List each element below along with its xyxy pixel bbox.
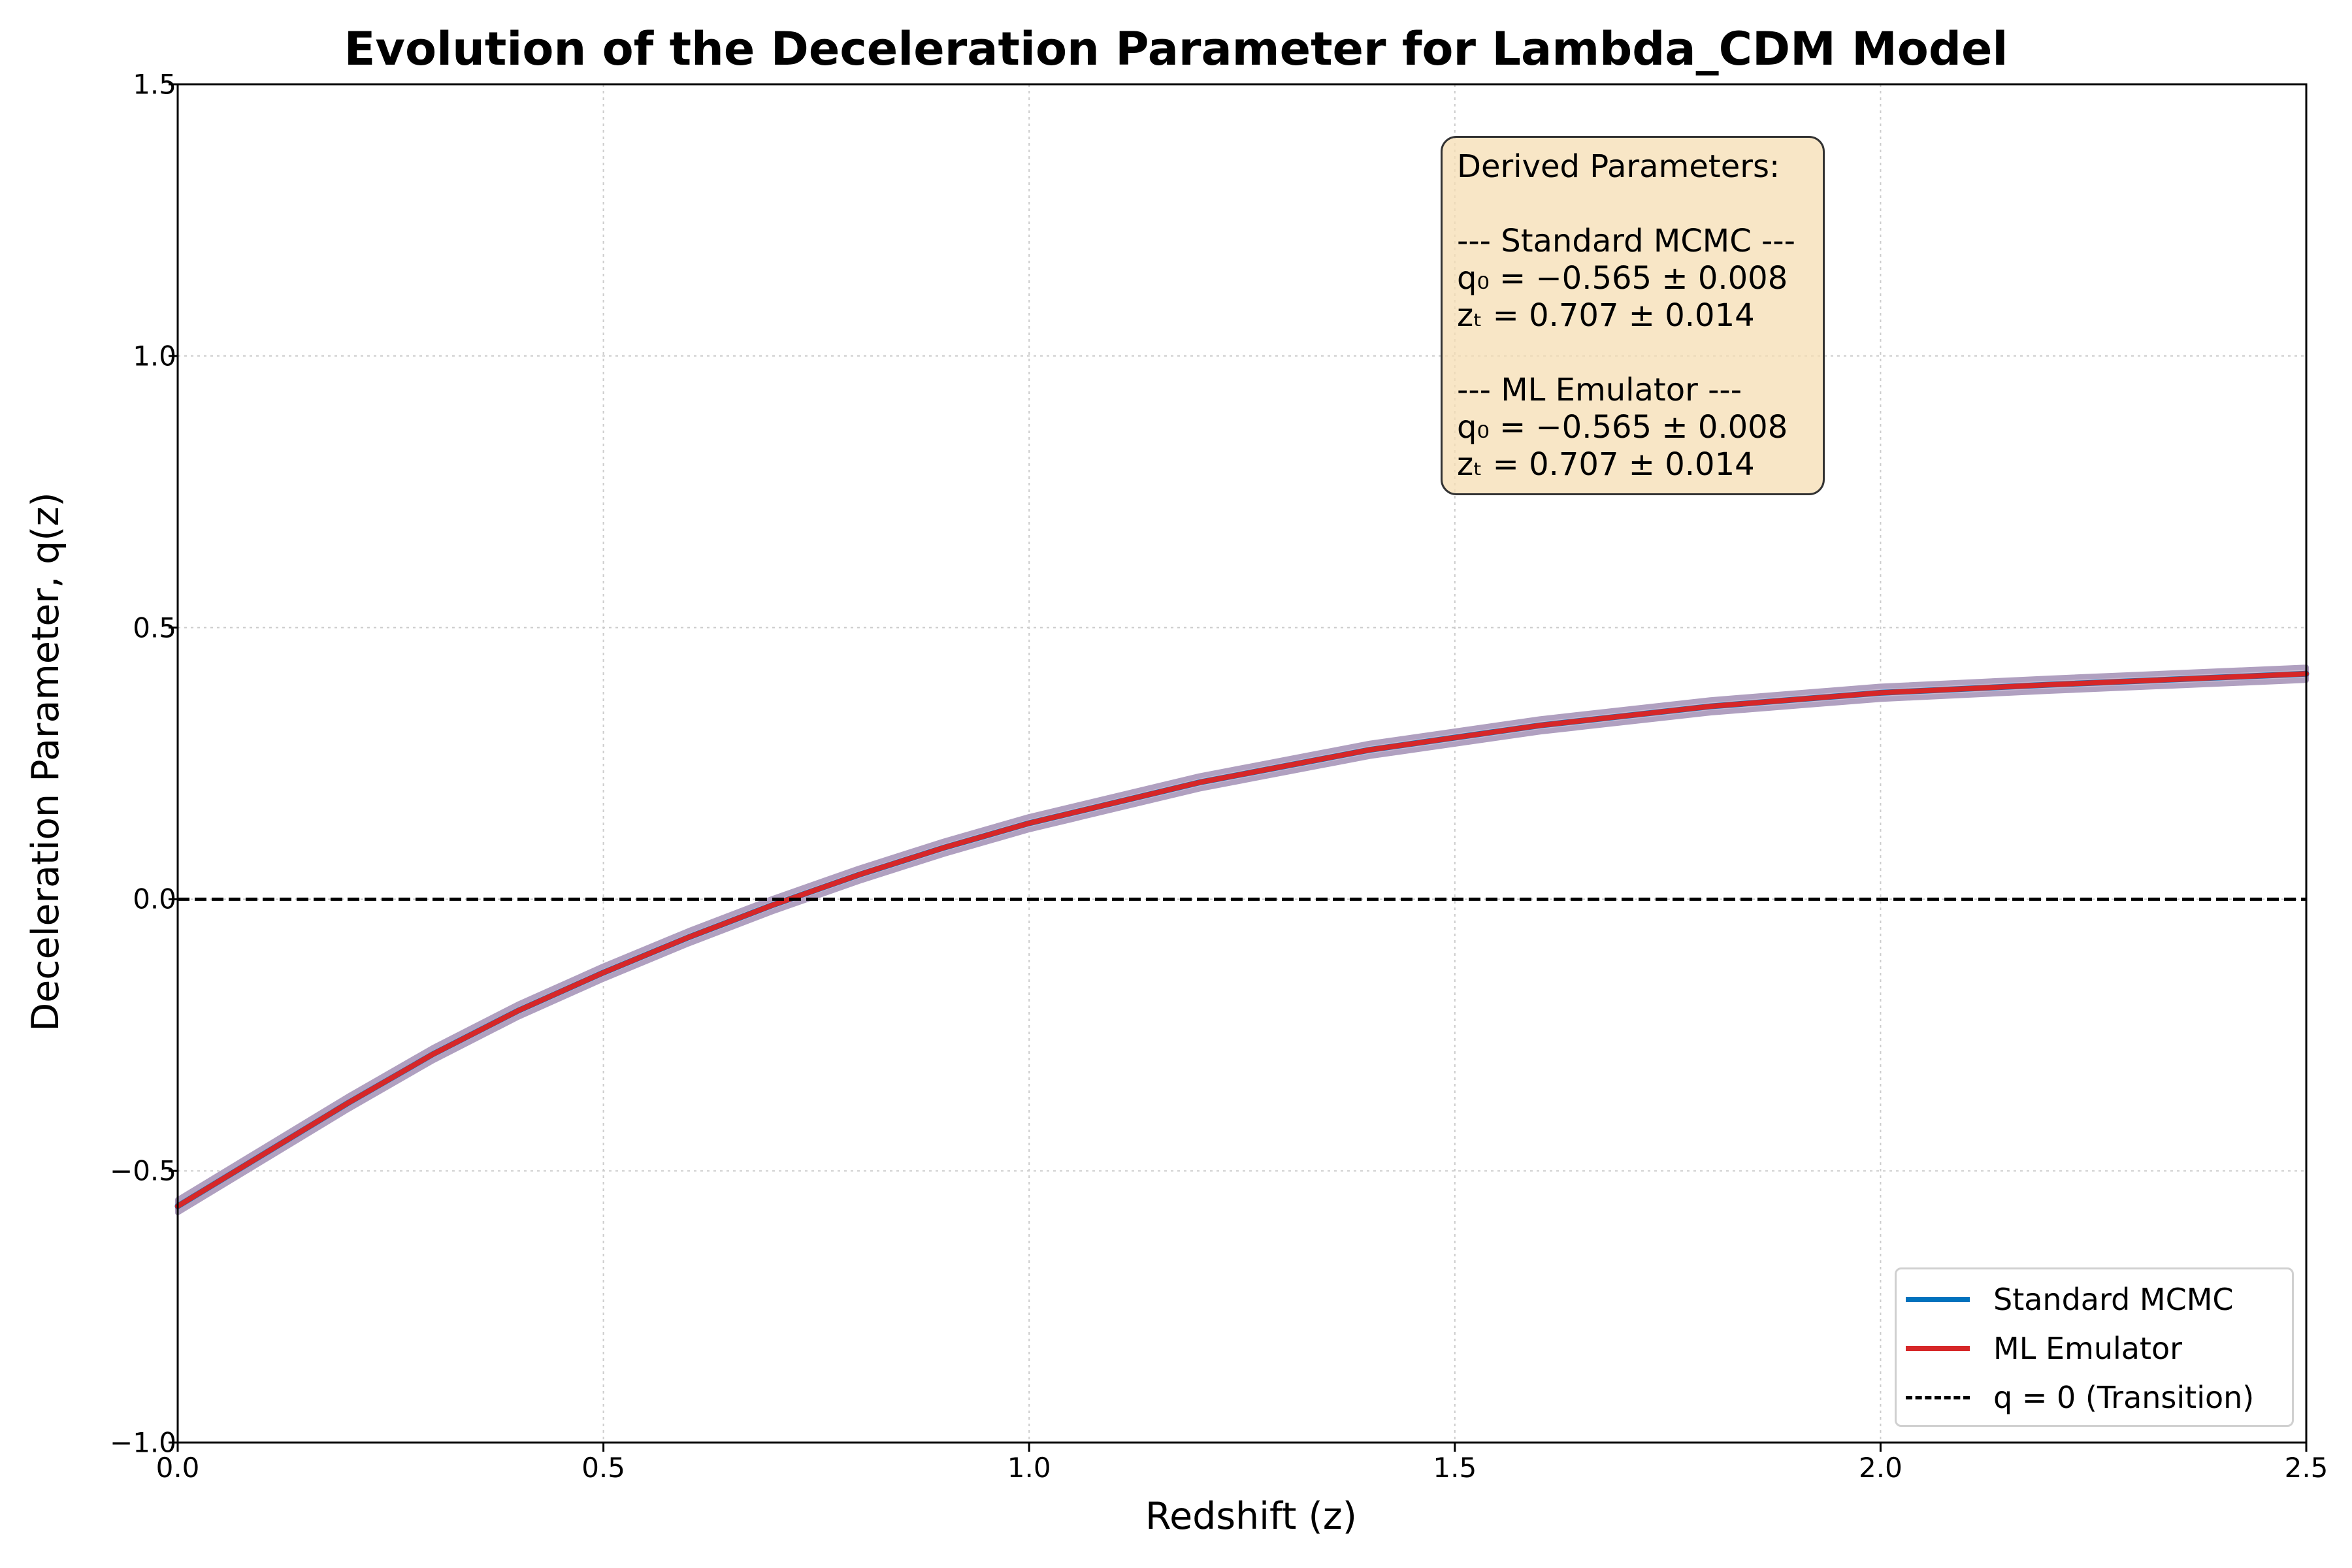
y-tick-label: 0.5 bbox=[133, 612, 176, 644]
y-tick-label: −1.0 bbox=[110, 1426, 176, 1459]
legend-entry-ml: ML Emulator bbox=[1906, 1329, 2182, 1368]
x-axis-label: Redshift (z) bbox=[1145, 1495, 1357, 1538]
y-tick-label: 0.0 bbox=[133, 883, 176, 915]
x-tick-label: 2.0 bbox=[1858, 1452, 1903, 1484]
legend-entry-transition: q = 0 (Transition) bbox=[1906, 1378, 2254, 1417]
annotation-mcmc-q0: q₀ = −0.565 ± 0.008 bbox=[1457, 260, 1788, 297]
legend-label-mcmc: Standard MCMC bbox=[1993, 1282, 2234, 1317]
plot-frame bbox=[176, 83, 2308, 1444]
annotation-mcmc-zt: zₜ = 0.707 ± 0.014 bbox=[1457, 297, 1755, 334]
annotation-mcmc-header: --- Standard MCMC --- bbox=[1457, 223, 1795, 259]
legend-swatch-mcmc bbox=[1906, 1297, 1970, 1302]
annotation-ml-q0: q₀ = −0.565 ± 0.008 bbox=[1457, 409, 1788, 446]
legend-swatch-transition bbox=[1906, 1396, 1970, 1399]
legend-label-ml: ML Emulator bbox=[1993, 1331, 2183, 1366]
chart-title: Evolution of the Deceleration Parameter … bbox=[344, 22, 2008, 76]
legend-swatch-ml bbox=[1906, 1346, 1970, 1351]
legend: Standard MCMC ML Emulator q = 0 (Transit… bbox=[1895, 1267, 2294, 1427]
x-tick-label: 1.5 bbox=[1433, 1452, 1477, 1484]
axes bbox=[169, 83, 2308, 1452]
y-tick-label: 1.0 bbox=[133, 340, 176, 372]
annotation-ml-zt: zₜ = 0.707 ± 0.014 bbox=[1457, 446, 1755, 483]
legend-entry-mcmc: Standard MCMC bbox=[1906, 1280, 2234, 1319]
series-line-ml-emulator bbox=[175, 671, 2309, 1209]
x-tick-label: 0.0 bbox=[155, 1452, 200, 1484]
x-tick-label: 0.5 bbox=[581, 1452, 625, 1484]
annotation-ml-header: --- ML Emulator --- bbox=[1457, 372, 1742, 408]
x-tick-label: 1.0 bbox=[1007, 1452, 1051, 1484]
derived-parameters-box: Derived Parameters: --- Standard MCMC --… bbox=[1441, 136, 1825, 495]
y-axis-label: Deceleration Parameter, q(z) bbox=[24, 492, 67, 1032]
y-tick-label: 1.5 bbox=[133, 68, 176, 101]
y-tick-label: −0.5 bbox=[110, 1154, 176, 1187]
x-tick-label: 2.5 bbox=[2284, 1452, 2328, 1484]
legend-label-transition: q = 0 (Transition) bbox=[1993, 1380, 2255, 1415]
annotation-heading: Derived Parameters: bbox=[1457, 148, 1780, 185]
